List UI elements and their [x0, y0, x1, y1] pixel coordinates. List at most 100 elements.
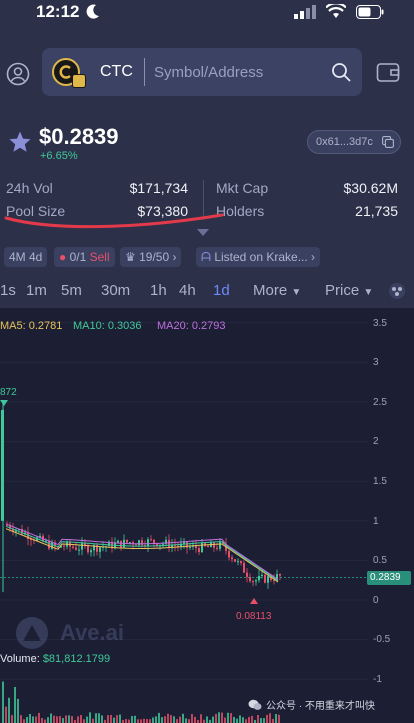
- favorite-star-icon[interactable]: [8, 130, 32, 154]
- search-box[interactable]: CTC: [42, 48, 362, 96]
- candle: [198, 548, 200, 552]
- wechat-watermark: 公众号 · 不用重来才叫快: [248, 697, 375, 712]
- tab-30m[interactable]: 30m: [101, 282, 131, 299]
- volume-bar: [53, 715, 55, 723]
- price-label: Price: [325, 282, 360, 299]
- volume-bar: [101, 715, 103, 723]
- search-divider: [144, 58, 145, 86]
- volume-bar: [56, 716, 58, 723]
- watermark-text: Ave.ai: [60, 620, 125, 645]
- volume-bar: [23, 719, 25, 723]
- candle: [93, 545, 95, 551]
- ma20-line: [5, 523, 279, 580]
- volume-bar: [200, 714, 202, 723]
- candle: [174, 544, 176, 546]
- rank-chip[interactable]: ♛ 19/50 ›: [120, 247, 182, 267]
- info-chips: 4M 4d ● 0/1 Sell ♛ 19/50 › ᗩ Listed on K…: [0, 247, 414, 269]
- volume-bar: [119, 714, 121, 723]
- more-label: More: [253, 282, 288, 299]
- mkt-cap-label: Mkt Cap: [216, 180, 269, 196]
- price-chart[interactable]: MA5: 0.2781 MA10: 0.3036 MA20: 0.2793 3.…: [0, 308, 414, 723]
- volume-bar: [233, 716, 235, 723]
- volume-bar: [275, 714, 277, 723]
- y-tick: 1: [373, 516, 379, 527]
- candle: [237, 561, 239, 563]
- wifi-icon: [326, 4, 346, 18]
- tab-5m[interactable]: 5m: [61, 282, 82, 299]
- candle: [9, 524, 11, 529]
- status-bar: 12:12: [0, 0, 414, 26]
- ma5-legend: MA5: 0.2781: [0, 320, 63, 332]
- volume-bar: [104, 719, 106, 723]
- volume-bar: [20, 715, 22, 723]
- candle: [252, 581, 254, 583]
- candle: [168, 539, 170, 548]
- candle: [147, 539, 149, 547]
- volume-bar: [113, 717, 115, 723]
- candle: [87, 545, 89, 553]
- sell-chip[interactable]: ● 0/1 Sell: [54, 247, 115, 267]
- volume-bar: [83, 719, 85, 723]
- low-marker-arrow: [250, 598, 258, 604]
- wallet-icon[interactable]: [376, 61, 400, 83]
- price-dropdown[interactable]: Price ▼: [325, 282, 373, 299]
- candle: [270, 576, 272, 580]
- volume-bar: [167, 713, 169, 723]
- candle: [75, 547, 77, 550]
- contract-address: 0x61...3d7c: [316, 136, 373, 148]
- volume-bar: [44, 719, 46, 723]
- tab-1m[interactable]: 1m: [26, 282, 47, 299]
- search-icon[interactable]: [330, 61, 352, 83]
- volume-bar: [92, 718, 94, 723]
- more-dropdown[interactable]: More ▼: [253, 282, 301, 299]
- tab-1s[interactable]: 1s: [0, 282, 16, 299]
- age-chip[interactable]: 4M 4d: [4, 247, 48, 267]
- collapse-arrow-icon[interactable]: [196, 228, 210, 237]
- y-tick: 0: [373, 595, 379, 606]
- holders-label: Holders: [216, 203, 265, 219]
- tab-4h[interactable]: 4h: [179, 282, 196, 299]
- moon-icon: [86, 4, 99, 19]
- volume-bar: [158, 712, 160, 723]
- ai-icon: ᗩ: [201, 250, 211, 264]
- profile-icon[interactable]: [6, 62, 30, 86]
- crown-icon: ♛: [125, 250, 136, 264]
- volume-bar: [116, 715, 118, 723]
- volume-bar: [32, 716, 34, 723]
- candle: [120, 540, 122, 548]
- volume-bar: [197, 719, 199, 723]
- volume-bar: [59, 716, 61, 723]
- contract-address-chip[interactable]: 0x61...3d7c: [307, 130, 401, 154]
- volume-bar: [269, 713, 271, 723]
- volume-bar: [224, 717, 226, 723]
- ma5-line: [5, 528, 279, 583]
- ma10-legend: MA10: 0.3036: [73, 320, 142, 332]
- volume-bar: [215, 713, 217, 723]
- volume-bar: [206, 716, 208, 723]
- volume-bar: [164, 716, 166, 723]
- volume-bar: [41, 718, 43, 723]
- tab-1d[interactable]: 1d: [213, 282, 230, 299]
- candle: [99, 547, 101, 552]
- volume-bar: [161, 717, 163, 723]
- volume-bar: [65, 715, 67, 723]
- tab-1h[interactable]: 1h: [150, 282, 167, 299]
- candle: [213, 542, 215, 548]
- search-input[interactable]: [154, 60, 324, 84]
- candle: [264, 575, 266, 583]
- volume-bar: [263, 718, 265, 723]
- candle: [117, 540, 119, 543]
- signal-icon: [294, 4, 316, 19]
- stats-divider: [203, 180, 204, 220]
- candle: [162, 543, 164, 545]
- volume-bar: [95, 713, 97, 723]
- copy-icon[interactable]: [382, 136, 394, 148]
- volume-bar: [14, 686, 16, 723]
- listing-chip[interactable]: ᗩ Listed on Krake... ›: [196, 247, 321, 267]
- volume-bar: [191, 713, 193, 723]
- candle: [135, 544, 137, 546]
- volume-bar: [188, 719, 190, 723]
- candle: [165, 539, 167, 544]
- chart-settings-icon[interactable]: [388, 282, 406, 300]
- volume-bar: [74, 719, 76, 723]
